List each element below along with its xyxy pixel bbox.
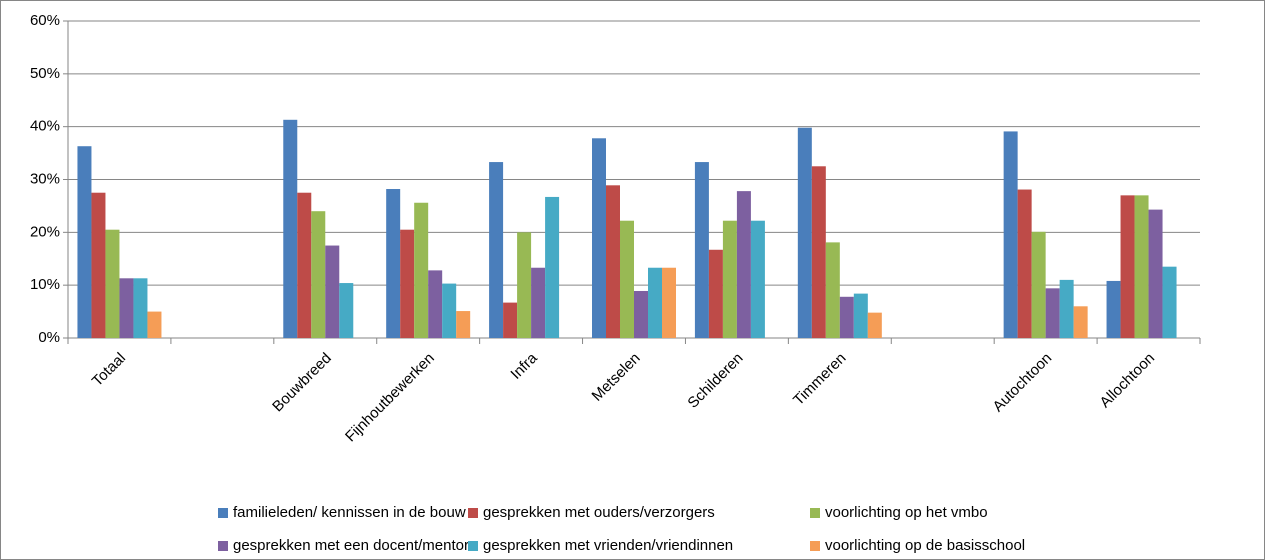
- bar: [694, 162, 709, 338]
- bar: [722, 220, 737, 338]
- bar: [1059, 279, 1074, 338]
- bar: [708, 249, 723, 338]
- bar: [456, 311, 471, 338]
- legend-swatch: [468, 508, 478, 518]
- bar: [1073, 306, 1088, 338]
- bar: [1003, 131, 1018, 338]
- bar: [133, 278, 148, 338]
- legend-swatch: [810, 508, 820, 518]
- y-tick-label: 50%: [30, 65, 60, 82]
- bar: [1120, 195, 1135, 338]
- bar: [297, 192, 312, 338]
- bar: [489, 162, 504, 338]
- bar: [1162, 266, 1177, 338]
- bar: [1148, 209, 1163, 338]
- bar: [105, 229, 120, 338]
- bar: [1045, 288, 1060, 338]
- legend-label: voorlichting op het vmbo: [825, 504, 988, 521]
- y-tick-label: 30%: [30, 170, 60, 187]
- bar: [1017, 189, 1032, 338]
- y-tick-label: 20%: [30, 223, 60, 240]
- bar: [592, 138, 606, 338]
- bar: [662, 267, 676, 338]
- legend-swatch: [810, 541, 820, 551]
- bar: [545, 196, 560, 338]
- bar: [91, 192, 106, 338]
- bar: [606, 185, 620, 338]
- bar: [867, 312, 882, 338]
- bar: [620, 220, 634, 338]
- legend-label: gesprekken met een docent/mentor: [233, 537, 469, 554]
- bar: [1106, 280, 1121, 338]
- bar: [386, 189, 401, 338]
- bar: [1031, 231, 1046, 338]
- bar: [428, 270, 443, 338]
- bar: [119, 278, 134, 338]
- bar: [750, 220, 765, 338]
- bar: [531, 267, 546, 338]
- legend-label: gesprekken met ouders/verzorgers: [483, 504, 715, 521]
- legend-label: gesprekken met vrienden/vriendinnen: [483, 537, 733, 554]
- bar: [147, 311, 162, 338]
- bar: [283, 119, 298, 338]
- bar: [811, 166, 826, 338]
- bar: [517, 232, 532, 338]
- bar: [400, 229, 415, 338]
- bar: [339, 283, 354, 338]
- bar: [634, 290, 648, 338]
- y-tick-label: 10%: [30, 276, 60, 293]
- bar: [1134, 195, 1149, 338]
- bar: [853, 293, 868, 338]
- bar: [311, 211, 326, 338]
- y-tick-label: 40%: [30, 118, 60, 135]
- bar: [77, 146, 92, 338]
- bar: [797, 127, 812, 339]
- bar: [825, 242, 840, 338]
- bar: [414, 202, 429, 338]
- legend-swatch: [218, 508, 228, 518]
- y-tick-label: 0%: [38, 329, 60, 346]
- bar: [736, 191, 751, 338]
- bar: [325, 245, 340, 338]
- bar: [442, 283, 457, 338]
- bar: [839, 296, 854, 338]
- bar: [648, 267, 662, 338]
- legend-swatch: [468, 541, 478, 551]
- legend-label: familieleden/ kennissen in de bouw: [233, 504, 466, 521]
- bar: [503, 302, 518, 338]
- y-tick-label: 60%: [30, 12, 60, 29]
- legend-label: voorlichting op de basisschool: [825, 537, 1025, 554]
- legend-swatch: [218, 541, 228, 551]
